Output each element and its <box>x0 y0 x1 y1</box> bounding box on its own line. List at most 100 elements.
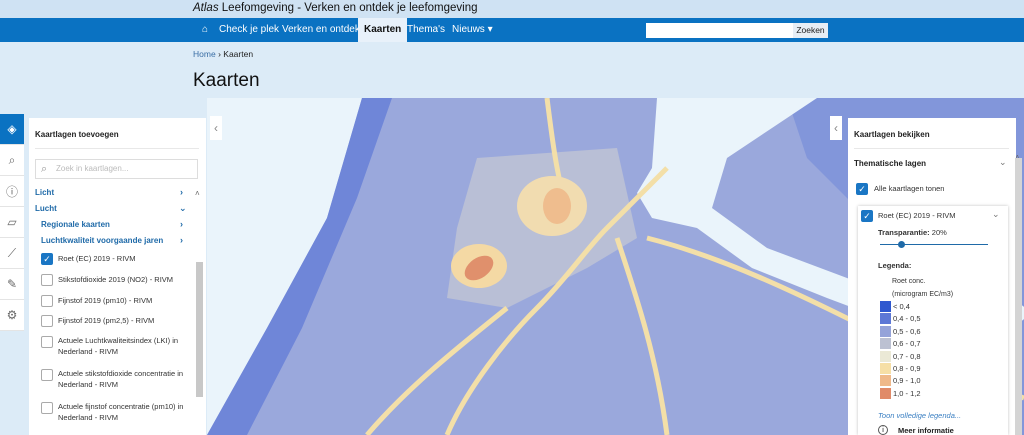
layer-label: Actuele stikstofdioxide concentratie in … <box>58 369 184 389</box>
ruler-icon[interactable]: ⟋ <box>0 238 24 269</box>
search-placeholder: Zoek in kaartlagen... <box>56 164 129 173</box>
nav-kaarten[interactable]: Kaarten <box>358 18 408 42</box>
map-icon[interactable]: ▱ <box>0 207 24 238</box>
legend-label: 0,5 - 0,6 <box>893 326 921 336</box>
more-info-link[interactable]: Meer informatie <box>898 426 954 435</box>
transparency-slider-track[interactable] <box>880 244 988 245</box>
map-toolbar: ◈ ⌕ ⓘ ▱ ⟋ ✎ ⚙ <box>0 114 24 331</box>
layer-card-title: Roet (EC) 2019 - RIVM <box>878 211 956 220</box>
legend-swatch <box>880 313 891 325</box>
layer-label: Actuele Luchtkwaliteitsindex (LKI) in Ne… <box>58 336 179 356</box>
pencil-icon[interactable]: ✎ <box>0 269 24 300</box>
coastal-dunes <box>207 98 392 435</box>
search-button[interactable]: Zoeken <box>793 23 828 38</box>
layer-checkbox[interactable]: ✓ <box>41 253 53 265</box>
site-search-input[interactable] <box>646 23 794 38</box>
gear-icon[interactable]: ⚙ <box>0 300 24 331</box>
chevron-right-icon[interactable]: › <box>180 219 183 229</box>
scroll-up-arrow[interactable]: ˄ <box>195 189 200 198</box>
transparency-caption: Transparantie: <box>878 228 930 237</box>
category-luchtkwaliteit[interactable]: Luchtkwaliteit voorgaande jaren <box>41 236 164 245</box>
chevron-right-icon[interactable]: › <box>180 235 183 245</box>
layer-label: Stikstofdioxide 2019 (NO2) - RIVM <box>58 275 174 284</box>
site-title: Atlas Leefomgeving - Verken en ontdek je… <box>193 2 478 14</box>
legend-title: Legenda: <box>878 261 912 270</box>
layer-checkbox[interactable] <box>41 295 53 307</box>
layer-label: Roet (EC) 2019 - RIVM <box>58 254 136 263</box>
legend-label: 0,6 - 0,7 <box>893 339 921 349</box>
category-regionale-kaarten[interactable]: Regionale kaarten <box>41 220 110 229</box>
nav-verken-en-ontdek[interactable]: Verken en ontdek <box>282 24 360 35</box>
layer-checkbox[interactable] <box>41 402 53 414</box>
breadcrumb-home[interactable]: Home <box>193 49 216 59</box>
legend-swatch <box>880 301 891 312</box>
right-panel-scrollbar[interactable] <box>1015 158 1022 435</box>
home-icon[interactable]: ⌂ <box>202 24 209 35</box>
legend-label: 0,7 - 0,8 <box>893 351 921 361</box>
legend-swatch <box>880 338 891 350</box>
page-title: Kaarten <box>193 70 260 91</box>
transparency-slider-thumb[interactable] <box>898 241 906 248</box>
section-thematische-lagen[interactable]: Thematische lagen <box>854 159 927 168</box>
land-area <box>207 98 1024 435</box>
add-layers-panel: Kaartlagen toevoegen ⌕ Zoek in kaartlagen… <box>29 118 206 435</box>
scroll-up-arrow[interactable]: ˄ <box>1015 153 1020 162</box>
hotspot-amsterdam-core <box>543 188 571 224</box>
nav-themas[interactable]: Thema's <box>407 24 446 35</box>
panel-title: Kaartlagen bekijken <box>854 130 930 139</box>
category-licht[interactable]: Licht <box>35 188 55 197</box>
nav-check-je-plek[interactable]: Check je plek <box>219 24 280 35</box>
layer-visible-checkbox[interactable]: ✓ <box>861 210 873 222</box>
chevron-right-icon[interactable]: › <box>180 187 183 197</box>
legend-swatch <box>880 325 891 337</box>
layer-checkbox[interactable] <box>41 369 53 381</box>
collapse-right-panel-button[interactable]: ‹ <box>830 116 842 140</box>
info-icon: i <box>878 425 888 435</box>
legend-swatch <box>880 375 891 387</box>
water-ij <box>637 98 907 328</box>
hotspot-schiphol-core <box>464 255 494 281</box>
layer-search-input[interactable]: ⌕ Zoek in kaartlagen... <box>35 159 198 179</box>
legend-label: 1,0 - 1,2 <box>893 388 921 398</box>
chevron-down-icon[interactable]: ⌄ <box>999 157 1007 167</box>
layer-label: Actuele fijnstof concentratie (pm10) in … <box>58 402 184 422</box>
legend-subtitle: Roet conc. <box>892 278 926 285</box>
layer-checkbox[interactable] <box>41 274 53 286</box>
legend-label: < 0,4 <box>893 302 910 311</box>
layer-label: Fijnstof 2019 (pm10) - RIVM <box>58 296 153 305</box>
legend-label: 0,4 - 0,5 <box>893 314 921 324</box>
site-title-text: Leefomgeving - Verken en ontdek je leefo… <box>218 2 478 14</box>
left-panel-scrollbar[interactable] <box>196 262 203 397</box>
layer-checkbox[interactable] <box>41 336 53 348</box>
legend-swatch <box>880 387 891 399</box>
layers-icon[interactable]: ◈ <box>0 114 24 145</box>
layer-label: Fijnstof 2019 (pm2,5) - RIVM <box>58 316 155 325</box>
breadcrumb: Home › Kaarten <box>193 49 253 59</box>
divider <box>854 148 1009 149</box>
legend-swatch <box>880 363 891 374</box>
collapse-left-panel-button[interactable]: ‹ <box>210 116 222 140</box>
show-all-label: Alle kaartlagen tonen <box>874 184 945 193</box>
chevron-down-icon[interactable]: ⌄ <box>179 203 187 213</box>
legend-label: 0,9 - 1,0 <box>893 376 921 386</box>
divider <box>35 148 199 149</box>
breadcrumb-separator: › <box>218 49 221 59</box>
full-legend-link[interactable]: Toon volledige legenda... <box>878 411 962 420</box>
show-all-checkbox[interactable]: ✓ <box>856 183 868 195</box>
legend-label: 0,8 - 0,9 <box>893 364 921 373</box>
site-title-bar: Atlas Leefomgeving - Verken en ontdek je… <box>0 0 1024 18</box>
nav-nieuws[interactable]: Nieuws ▾ <box>452 24 493 35</box>
panel-title: Kaartlagen toevoegen <box>35 130 119 139</box>
breadcrumb-current: Kaarten <box>223 49 254 59</box>
transparency-label: Transparantie: 20% <box>878 228 947 237</box>
legend-unit: (microgram EC/m3) <box>892 291 954 298</box>
category-lucht[interactable]: Lucht <box>35 204 57 213</box>
info-icon[interactable]: ⓘ <box>0 176 24 207</box>
main-nav: ⌂ Check je plek Verken en ontdek Kaarten… <box>0 18 1024 42</box>
legend-swatch <box>880 350 891 362</box>
site-title-italic: Atlas <box>193 2 219 14</box>
transparency-value: 20% <box>931 228 947 237</box>
search-icon[interactable]: ⌕ <box>0 145 24 176</box>
layer-checkbox[interactable] <box>41 315 53 327</box>
chevron-down-icon[interactable]: ⌄ <box>992 209 1000 219</box>
